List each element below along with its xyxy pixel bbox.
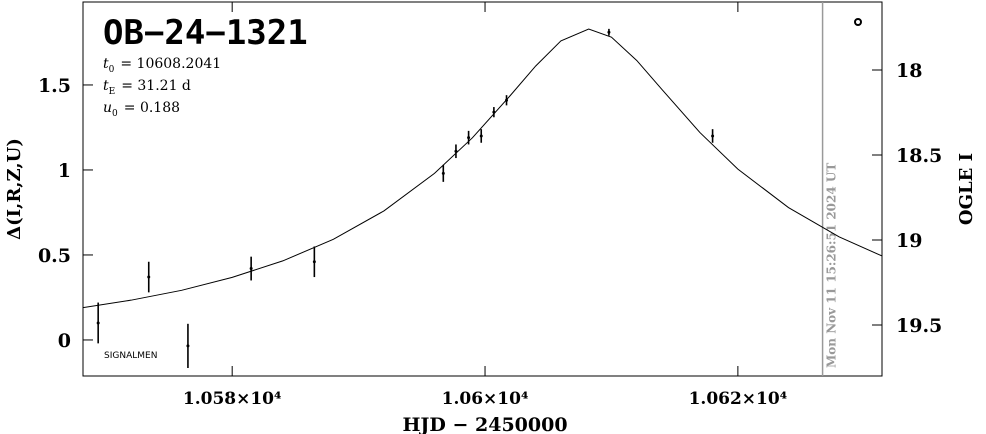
plot-area bbox=[83, 28, 882, 369]
data-point bbox=[711, 134, 715, 138]
x-tick-label: 1.06×10⁴ bbox=[442, 389, 529, 409]
y2-tick-label: 19 bbox=[896, 230, 922, 252]
source-label: SIGNALMEN bbox=[104, 351, 157, 361]
y-tick-label: 1.5 bbox=[38, 75, 71, 97]
y-tick-label: 0 bbox=[58, 330, 71, 352]
parameter-subscript: 0 bbox=[112, 109, 118, 119]
y2-tick-label: 18.5 bbox=[896, 145, 942, 167]
data-point bbox=[186, 344, 190, 348]
current-time-label: Mon Nov 11 15:26:51 2024 UT bbox=[825, 163, 839, 368]
parameter: u0 = 0.188 bbox=[103, 100, 180, 119]
y-tick-label: 1 bbox=[58, 160, 71, 182]
x-axis-label: HJD − 2450000 bbox=[402, 414, 567, 434]
marker-symbol bbox=[854, 18, 862, 26]
parameter: t0 = 10608.2041 bbox=[103, 56, 221, 75]
y2-tick-label: 18 bbox=[896, 60, 922, 82]
data-point bbox=[312, 260, 316, 264]
model-curve bbox=[83, 28, 882, 309]
parameter-subscript: 0 bbox=[109, 65, 115, 75]
chart-title: OB−24−1321 bbox=[103, 13, 308, 53]
x-tick-label: 1.058×10⁴ bbox=[183, 389, 282, 409]
data-point bbox=[492, 110, 496, 114]
y-tick-label: 0.5 bbox=[38, 245, 71, 267]
data-point bbox=[441, 171, 445, 175]
data-point bbox=[147, 275, 151, 279]
parameter: tE = 31.21 d bbox=[103, 78, 191, 97]
x-tick-label: 1.062×10⁴ bbox=[689, 389, 788, 409]
y-axis-label: Δ(I,R,Z,U) bbox=[4, 138, 25, 240]
data-point bbox=[505, 98, 509, 102]
data-point bbox=[454, 149, 458, 153]
data-point bbox=[467, 136, 471, 140]
parameter-value: = 10608.2041 bbox=[120, 56, 221, 72]
parameter-symbol: t bbox=[103, 78, 109, 94]
y2-tick-label: 19.5 bbox=[896, 315, 942, 337]
data-point bbox=[249, 267, 253, 271]
parameter-subscript: E bbox=[109, 87, 116, 97]
parameter-symbol: t bbox=[103, 56, 109, 72]
data-point bbox=[607, 30, 611, 34]
y2-axis-label: OGLE I bbox=[956, 153, 977, 225]
parameter-value: = 0.188 bbox=[124, 100, 180, 116]
plot-frame bbox=[82, 1, 883, 377]
data-point bbox=[96, 321, 100, 325]
parameter-value: = 31.21 d bbox=[121, 78, 191, 94]
data-point bbox=[479, 134, 483, 138]
parameter-symbol: u bbox=[103, 100, 112, 116]
